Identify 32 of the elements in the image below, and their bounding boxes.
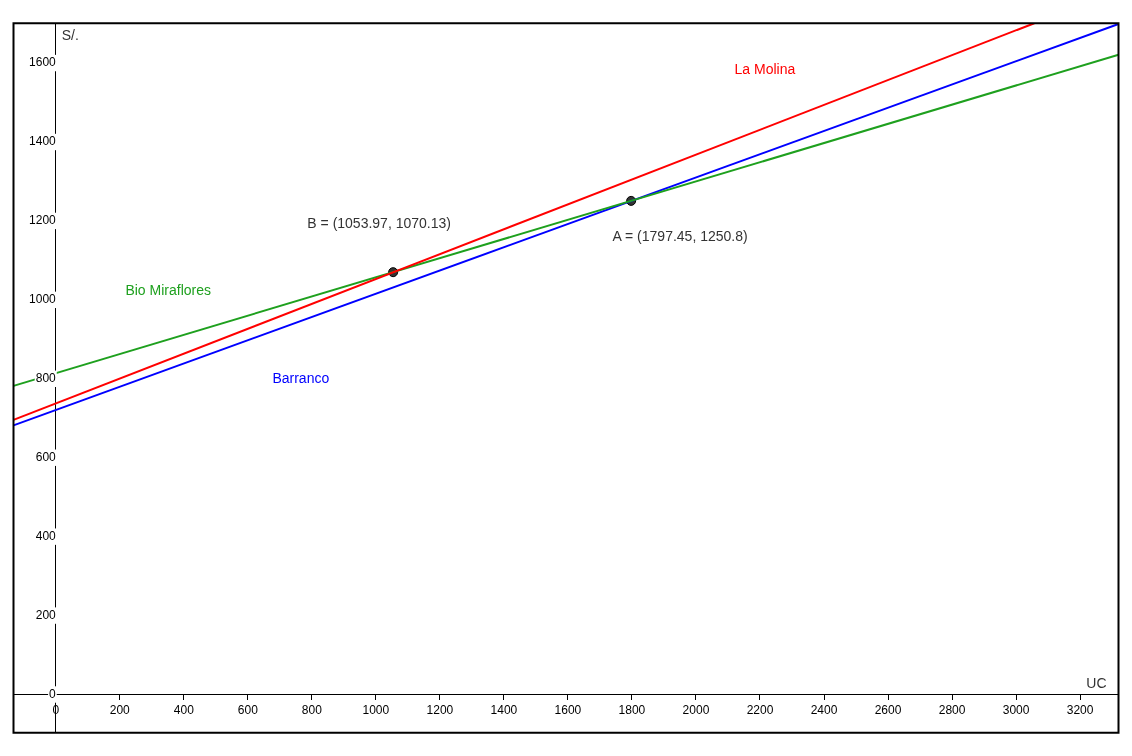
x-tick-label: 2400 <box>810 703 838 718</box>
y-tick-label: 400 <box>35 528 57 543</box>
x-tick-label: 600 <box>237 703 259 718</box>
x-tick-label: 1000 <box>362 703 390 718</box>
x-tick-label: 3000 <box>1002 703 1030 718</box>
text: La Molina <box>734 60 796 77</box>
x-tick-label: 2800 <box>938 703 966 718</box>
annotation: A = (1797.45, 1250.8) <box>612 227 748 244</box>
x-tick-label: 200 <box>109 703 131 718</box>
x-tick-label: 1200 <box>426 703 454 718</box>
x-tick-label: 1800 <box>618 703 646 718</box>
y-tick-label: 800 <box>35 371 57 386</box>
y-tick-label: 1000 <box>29 292 57 307</box>
x-tick-label: 400 <box>173 703 195 718</box>
x-tick-label: 2200 <box>746 703 774 718</box>
series-label: Bio Miraflores <box>125 282 211 299</box>
y-tick-label: 200 <box>35 607 57 622</box>
y-tick-label: 1200 <box>29 213 57 228</box>
x-tick-label: 1600 <box>554 703 582 718</box>
text: Barranco <box>272 369 330 386</box>
x-axis-title: UC <box>1086 675 1107 692</box>
x-tick-label: 2600 <box>874 703 902 718</box>
x-tick-label: 1400 <box>490 703 518 718</box>
y-tick-label: 600 <box>35 450 57 465</box>
x-tick-label: 3200 <box>1066 703 1094 718</box>
y-axis-title: S/. <box>61 27 79 44</box>
y-tick-label: 1400 <box>29 134 57 149</box>
x-tick-label: 2000 <box>682 703 710 718</box>
x-tick-label: 800 <box>301 703 323 718</box>
y-tick-label: 0 <box>49 686 57 701</box>
y-tick-label: 1600 <box>29 55 57 70</box>
annotation: B = (1053.97, 1070.13) <box>307 215 451 232</box>
